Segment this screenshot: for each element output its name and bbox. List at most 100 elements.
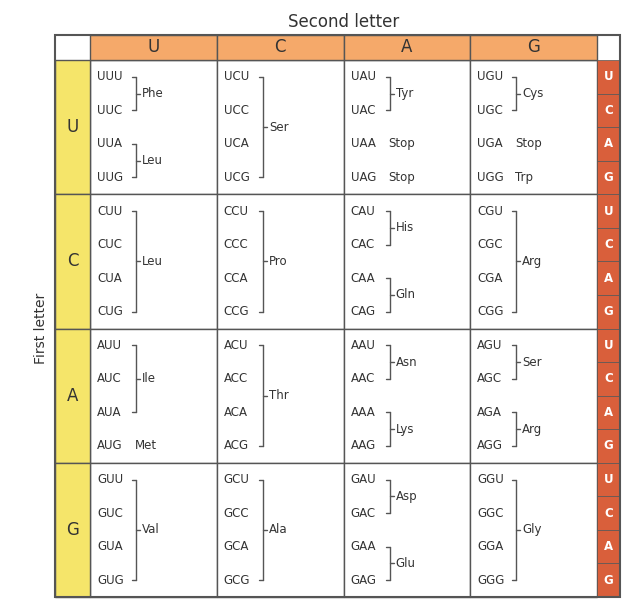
Text: UGA: UGA bbox=[478, 137, 503, 151]
Bar bbox=[597, 262, 620, 295]
Bar bbox=[597, 530, 620, 563]
Bar bbox=[597, 161, 620, 194]
Text: AGC: AGC bbox=[478, 372, 502, 385]
Text: ACC: ACC bbox=[224, 372, 248, 385]
Text: GCU: GCU bbox=[224, 473, 249, 486]
Bar bbox=[470, 328, 597, 463]
Text: GUC: GUC bbox=[97, 507, 123, 520]
Text: CUU: CUU bbox=[97, 205, 122, 217]
Text: CCA: CCA bbox=[224, 272, 248, 285]
Text: G: G bbox=[604, 305, 613, 318]
Text: UUG: UUG bbox=[97, 171, 123, 184]
Text: UAU: UAU bbox=[351, 70, 376, 83]
Text: CCU: CCU bbox=[224, 205, 249, 217]
Text: UUA: UUA bbox=[97, 137, 122, 151]
Text: G: G bbox=[604, 574, 613, 587]
Bar bbox=[55, 194, 90, 328]
Bar bbox=[597, 429, 620, 463]
Bar bbox=[597, 93, 620, 127]
Text: Ala: Ala bbox=[269, 523, 288, 537]
Bar bbox=[597, 295, 620, 328]
Text: Trp: Trp bbox=[515, 171, 533, 184]
Text: Arg: Arg bbox=[522, 255, 542, 268]
Bar bbox=[344, 463, 470, 597]
Text: GAU: GAU bbox=[351, 473, 376, 486]
Text: Stop: Stop bbox=[389, 171, 415, 184]
Text: A: A bbox=[604, 540, 613, 553]
Bar bbox=[90, 35, 217, 60]
Text: UGC: UGC bbox=[478, 104, 503, 117]
Text: Leu: Leu bbox=[142, 154, 163, 167]
Bar bbox=[597, 497, 620, 530]
Text: AAA: AAA bbox=[351, 406, 375, 419]
Text: CAA: CAA bbox=[351, 272, 375, 285]
Text: U: U bbox=[604, 205, 613, 217]
Bar bbox=[217, 328, 344, 463]
Text: CGA: CGA bbox=[478, 272, 502, 285]
Text: U: U bbox=[604, 473, 613, 486]
Text: C: C bbox=[67, 253, 78, 270]
Text: CAC: CAC bbox=[351, 238, 375, 251]
Text: ACA: ACA bbox=[224, 406, 248, 419]
Text: U: U bbox=[66, 118, 79, 136]
Text: UGU: UGU bbox=[478, 70, 503, 83]
Bar bbox=[55, 328, 90, 463]
Text: GCG: GCG bbox=[224, 574, 250, 587]
Text: GGG: GGG bbox=[478, 574, 504, 587]
Text: GAA: GAA bbox=[351, 540, 376, 553]
Text: UAG: UAG bbox=[351, 171, 376, 184]
Text: CCC: CCC bbox=[224, 238, 249, 251]
Text: Ile: Ile bbox=[142, 372, 156, 385]
Text: Gly: Gly bbox=[522, 523, 542, 537]
Text: Pro: Pro bbox=[269, 255, 288, 268]
Text: CGG: CGG bbox=[478, 305, 504, 318]
Bar bbox=[470, 194, 597, 328]
Bar bbox=[217, 60, 344, 194]
Bar bbox=[90, 463, 217, 597]
Text: Third letter: Third letter bbox=[623, 290, 625, 367]
Bar bbox=[90, 328, 217, 463]
Text: G: G bbox=[604, 171, 613, 184]
Text: CUC: CUC bbox=[97, 238, 122, 251]
Text: G: G bbox=[66, 521, 79, 539]
Text: Stop: Stop bbox=[389, 137, 415, 151]
Text: U: U bbox=[148, 38, 159, 56]
Bar bbox=[597, 362, 620, 396]
Bar bbox=[597, 396, 620, 429]
Text: U: U bbox=[604, 70, 613, 83]
Bar bbox=[217, 463, 344, 597]
Bar bbox=[597, 563, 620, 597]
Text: A: A bbox=[604, 272, 613, 285]
Text: AAU: AAU bbox=[351, 339, 376, 352]
Bar bbox=[90, 60, 217, 194]
Text: G: G bbox=[528, 38, 540, 56]
Text: UUU: UUU bbox=[97, 70, 122, 83]
Text: Val: Val bbox=[142, 523, 160, 537]
Text: CCG: CCG bbox=[224, 305, 249, 318]
Bar bbox=[470, 463, 597, 597]
Bar bbox=[597, 328, 620, 362]
Text: Arg: Arg bbox=[522, 422, 542, 436]
Text: U: U bbox=[604, 339, 613, 352]
Text: Asp: Asp bbox=[396, 490, 417, 503]
Text: C: C bbox=[604, 104, 613, 117]
Text: Cys: Cys bbox=[522, 87, 544, 100]
Text: Glu: Glu bbox=[396, 557, 416, 570]
Text: GUG: GUG bbox=[97, 574, 124, 587]
Text: CGU: CGU bbox=[478, 205, 503, 217]
Text: Second letter: Second letter bbox=[288, 13, 399, 31]
Text: Met: Met bbox=[135, 439, 157, 452]
Bar bbox=[597, 194, 620, 228]
Bar bbox=[597, 60, 620, 93]
Bar bbox=[597, 463, 620, 497]
Text: GAG: GAG bbox=[351, 574, 376, 587]
Text: AUC: AUC bbox=[97, 372, 122, 385]
Bar bbox=[344, 328, 470, 463]
Text: GCA: GCA bbox=[224, 540, 249, 553]
Text: Tyr: Tyr bbox=[396, 87, 413, 100]
Text: UAA: UAA bbox=[351, 137, 376, 151]
Text: AGA: AGA bbox=[478, 406, 502, 419]
Bar bbox=[344, 60, 470, 194]
Bar bbox=[470, 60, 597, 194]
Text: Thr: Thr bbox=[269, 389, 289, 402]
